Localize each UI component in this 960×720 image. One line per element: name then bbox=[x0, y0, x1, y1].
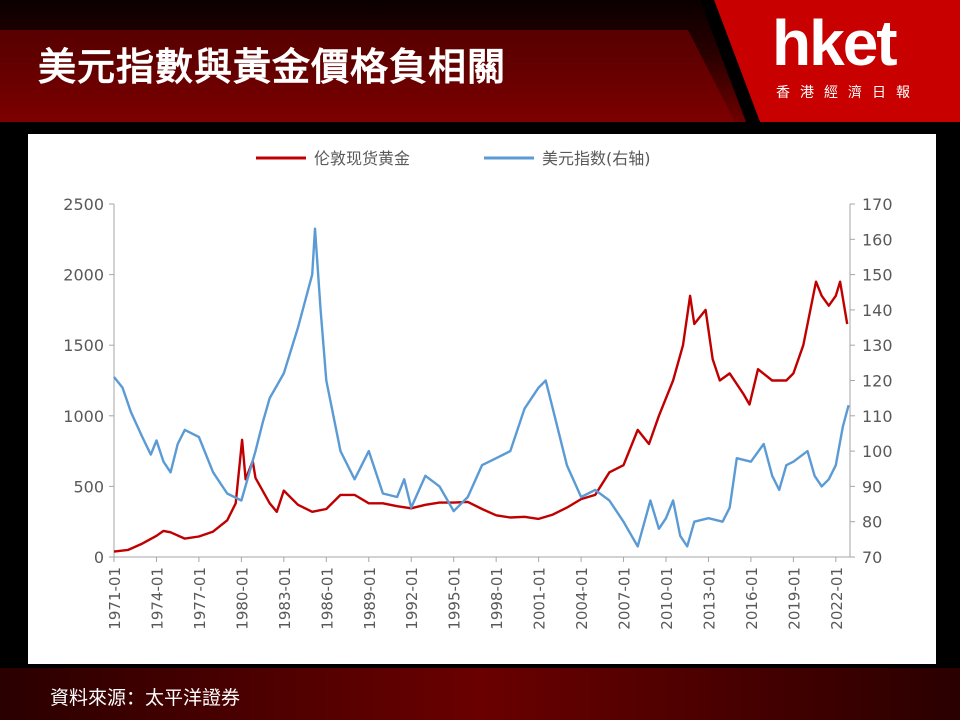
x-tick-label: 1995-01 bbox=[446, 567, 464, 630]
chart-panel: 0 500 1000 1500 2000 2500 70 80 90 100 110 120 130 14… bbox=[28, 134, 936, 664]
y-right-tick-label: 160 bbox=[862, 230, 893, 249]
x-tick-label: 1971-01 bbox=[106, 567, 124, 630]
x-tick-label: 2010-01 bbox=[658, 567, 676, 630]
footer-band bbox=[0, 668, 960, 720]
header-red-accent bbox=[0, 0, 960, 122]
y-left-tick-label: 1500 bbox=[63, 336, 104, 355]
y-right-tick-label: 90 bbox=[862, 477, 882, 496]
page-title: 美元指數與黃金價格負相關 bbox=[38, 45, 507, 89]
legend-label: 伦敦现货黄金 bbox=[314, 149, 410, 168]
source-note: 資料來源：太平洋證券 bbox=[50, 687, 241, 709]
x-tick-label: 2016-01 bbox=[743, 567, 761, 630]
legend-label: 美元指数(右轴) bbox=[542, 149, 651, 168]
y-right-tick-label: 120 bbox=[862, 372, 893, 391]
hket-logo: hket bbox=[772, 7, 898, 79]
x-tick-label: 1974-01 bbox=[148, 567, 166, 630]
x-tick-label: 1992-01 bbox=[403, 567, 421, 630]
y-right-tick-label: 130 bbox=[862, 336, 893, 355]
y-left-tick-label: 2500 bbox=[63, 195, 104, 214]
x-tick-label: 2001-01 bbox=[531, 567, 549, 630]
y-right-tick-label: 140 bbox=[862, 301, 893, 320]
y-right-tick-label: 100 bbox=[862, 442, 893, 461]
x-tick-label: 1989-01 bbox=[361, 567, 379, 630]
y-right-tick-label: 80 bbox=[862, 513, 882, 532]
x-tick-label: 2019-01 bbox=[785, 567, 803, 630]
y-left-tick-label: 1000 bbox=[63, 407, 104, 426]
x-tick-label: 2022-01 bbox=[828, 567, 846, 630]
y-right-tick-label: 110 bbox=[862, 407, 893, 426]
y-right-tick-label: 150 bbox=[862, 266, 893, 285]
x-tick-label: 1983-01 bbox=[276, 567, 294, 630]
hket-logo-subtitle: 香港經濟日報 bbox=[776, 85, 920, 101]
x-tick-label: 1998-01 bbox=[488, 567, 506, 630]
x-tick-label: 1986-01 bbox=[318, 567, 336, 630]
y-right-tick-label: 70 bbox=[862, 548, 882, 567]
x-tick-label: 2013-01 bbox=[700, 567, 718, 630]
y-right-tick-label: 170 bbox=[862, 195, 893, 214]
x-tick-label: 2007-01 bbox=[616, 567, 634, 630]
x-tick-label: 1977-01 bbox=[191, 567, 209, 630]
usd-index-line bbox=[113, 227, 850, 548]
x-tick-label: 1980-01 bbox=[233, 567, 251, 630]
gold-usd-chart: 0 500 1000 1500 2000 2500 70 80 90 100 110 120 130 14… bbox=[63, 149, 893, 630]
gold-price-line bbox=[113, 280, 849, 553]
y-left-tick-label: 0 bbox=[94, 548, 104, 567]
y-left-tick-label: 2000 bbox=[63, 266, 104, 285]
x-tick-label: 2004-01 bbox=[573, 567, 591, 630]
y-left-tick-label: 500 bbox=[73, 477, 104, 496]
